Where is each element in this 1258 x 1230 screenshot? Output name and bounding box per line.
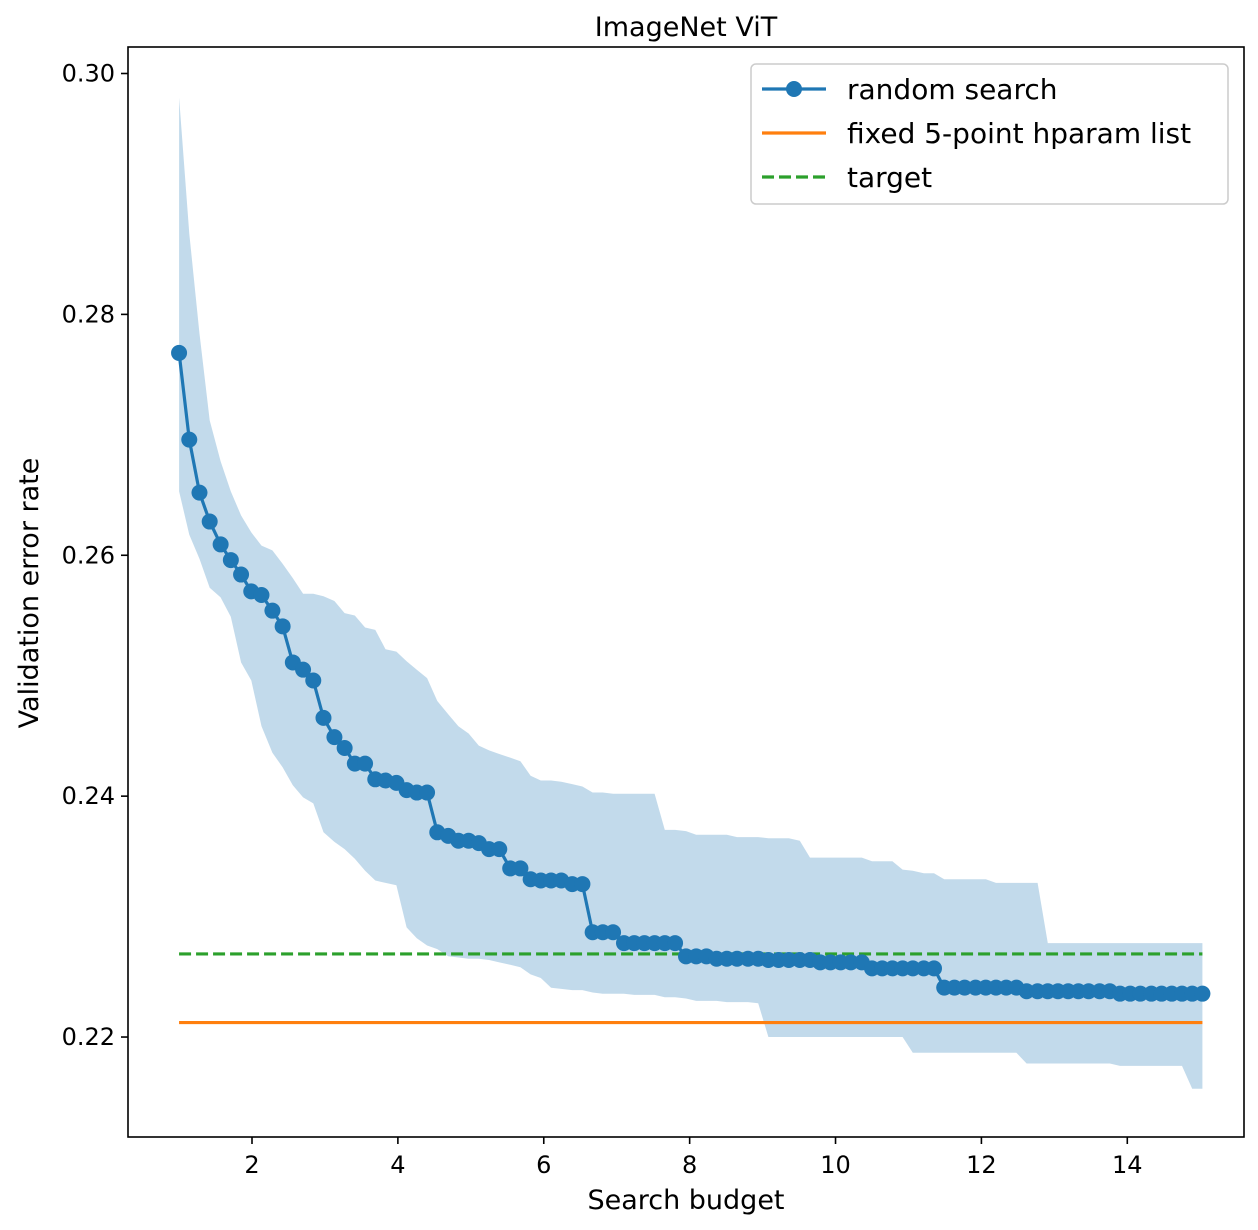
data-point-random-search [605, 924, 622, 941]
data-point-random-search [326, 729, 343, 746]
y-tick-label: 0.22 [62, 1023, 115, 1051]
y-axis-ticks: 0.22 0.24 0.26 0.28 0.30 [62, 59, 128, 1051]
data-point-random-search [212, 536, 229, 553]
data-point-random-search [1018, 983, 1035, 1000]
confidence-band [179, 97, 1203, 1089]
y-tick-label: 0.30 [62, 59, 115, 87]
data-point-random-search [305, 672, 322, 689]
y-tick-label: 0.24 [62, 782, 115, 810]
data-point-random-search [512, 860, 529, 877]
data-point-random-search [667, 935, 684, 952]
data-point-random-search [780, 951, 797, 968]
x-tick-label: 4 [390, 1151, 405, 1179]
x-axis-ticks: 2 4 6 8 10 12 14 [244, 1137, 1143, 1179]
x-tick-label: 14 [1112, 1151, 1143, 1179]
data-point-random-search [253, 587, 270, 604]
data-point-random-search [357, 755, 374, 772]
data-point-random-search [956, 979, 973, 996]
data-point-random-search [295, 661, 312, 678]
data-point-random-search [233, 566, 250, 583]
data-point-random-search [1080, 983, 1097, 1000]
data-point-random-search [191, 484, 208, 501]
legend: random search fixed 5-point hparam list … [750, 63, 1229, 205]
legend-marker-random-search [786, 81, 802, 97]
x-tick-label: 10 [820, 1151, 851, 1179]
data-point-random-search [491, 841, 508, 858]
legend-label-fixed-list: fixed 5-point hparam list [847, 117, 1191, 150]
data-point-random-search [1194, 985, 1211, 1002]
data-point-random-search [904, 960, 921, 977]
data-point-random-search [926, 960, 942, 977]
data-point-random-search [336, 739, 353, 756]
data-point-random-search [201, 513, 218, 530]
data-point-random-search [419, 784, 436, 801]
y-tick-label: 0.26 [62, 541, 115, 569]
legend-label-target: target [847, 161, 932, 194]
data-point-random-search [274, 618, 291, 635]
data-point-random-search [574, 876, 591, 893]
x-axis-title: Search budget [587, 1185, 784, 1216]
data-point-random-search [222, 552, 239, 569]
axes-frame [127, 46, 1245, 1138]
data-point-random-search [171, 344, 188, 361]
data-point-random-search [315, 709, 332, 726]
plot-area [171, 97, 1211, 1089]
x-tick-label: 8 [682, 1151, 697, 1179]
x-tick-label: 6 [536, 1151, 551, 1179]
legend-label-random-search: random search [847, 73, 1058, 106]
data-point-random-search [1132, 985, 1149, 1002]
chart-title: ImageNet ViT [595, 12, 778, 43]
y-tick-label: 0.28 [62, 300, 115, 328]
data-point-random-search [181, 431, 198, 448]
data-point-random-search [264, 602, 281, 619]
x-tick-label: 2 [244, 1151, 259, 1179]
legend-box [750, 63, 1229, 205]
y-axis-title: Validation error rate [14, 458, 45, 729]
data-point-random-search [729, 950, 746, 967]
data-point-random-search [842, 954, 859, 971]
x-tick-label: 12 [966, 1151, 997, 1179]
